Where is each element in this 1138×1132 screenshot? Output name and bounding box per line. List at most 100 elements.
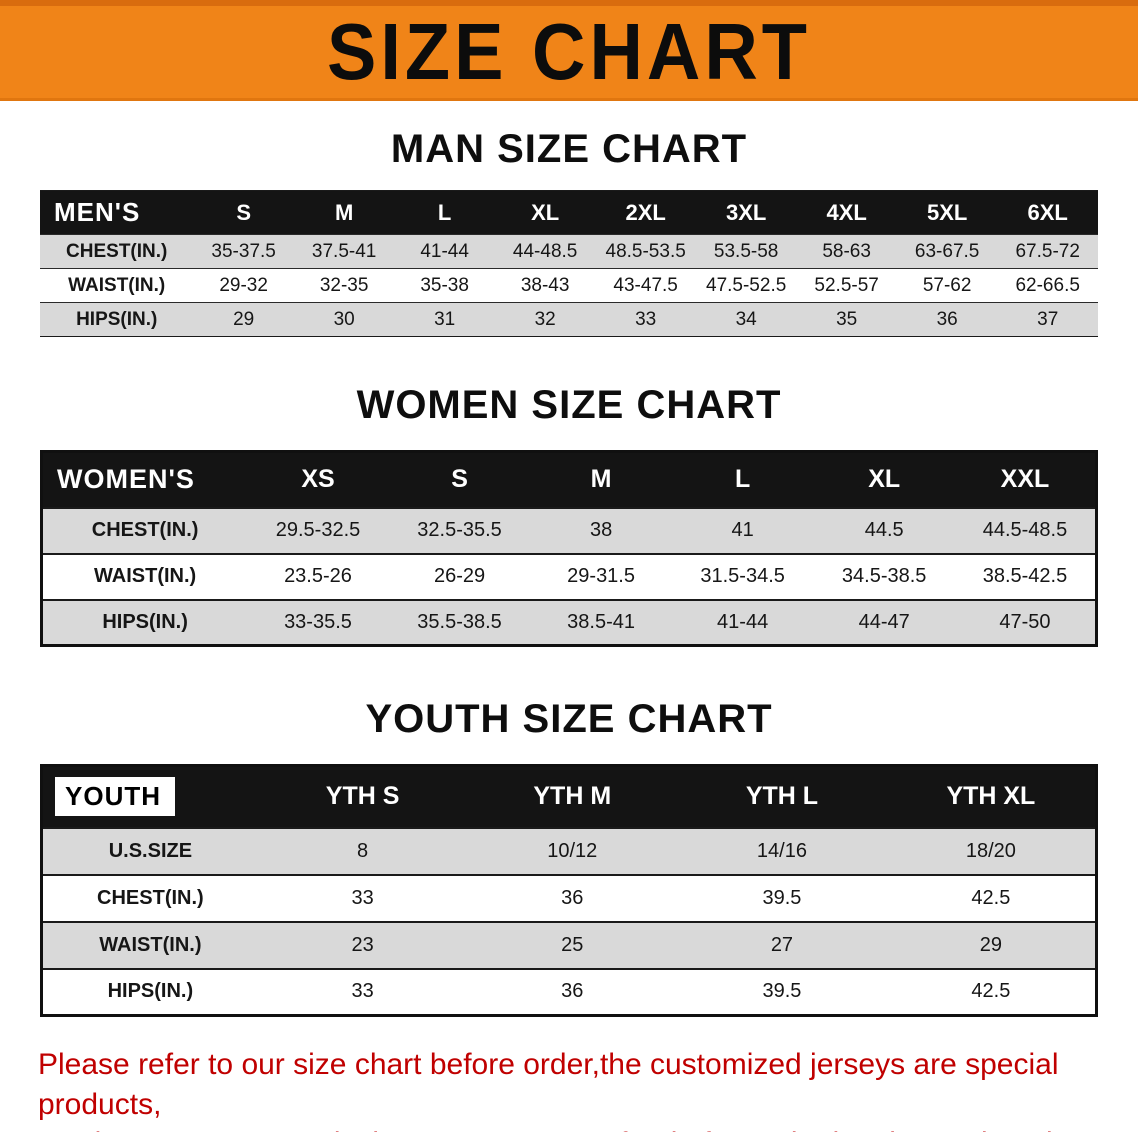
- size-value: 18/20: [886, 826, 1097, 875]
- size-value: 27: [677, 920, 887, 969]
- header-label: YTH S: [325, 782, 400, 811]
- footer-line-1: Please refer to our size chart before or…: [38, 1048, 1059, 1121]
- size-value: 35-37.5: [193, 234, 294, 269]
- header-label: 4XL: [826, 199, 867, 225]
- men-section: MAN SIZE CHART MEN'S S M L XL 2XL 3XL 4XL 5XL 6XL…: [0, 127, 1138, 337]
- size-value: 44-48.5: [494, 234, 596, 269]
- table-row: HIPS(IN.) 33-35.5 35.5-38.5 38.5-41 41-44 44-…: [41, 598, 1097, 646]
- header-label: 3XL: [725, 199, 767, 225]
- size-value: 42.5: [886, 967, 1097, 1016]
- women-size-table: WOMEN'S XS S M L XL XXL CHEST(IN.) 29.5-32.5 32.5…: [40, 450, 1098, 647]
- row-label: WAIST(IN.): [41, 920, 258, 969]
- size-column-header: 3XL: [695, 190, 797, 235]
- table-row: HIPS(IN.) 33 36 39.5 42.5: [41, 967, 1097, 1016]
- size-value: 53.5-58: [695, 234, 797, 269]
- size-column-header: XXL: [954, 451, 1097, 508]
- size-value: 32: [494, 302, 596, 337]
- size-column-header: YTH M: [467, 765, 678, 828]
- size-value: 44.5: [813, 506, 955, 554]
- row-label: U.S.SIZE: [41, 826, 258, 875]
- header-label: L: [437, 199, 452, 225]
- size-column-header: XL: [813, 451, 955, 508]
- size-value: 36: [467, 967, 678, 1016]
- size-value: 42.5: [886, 873, 1097, 922]
- size-value: 41-44: [671, 598, 814, 646]
- size-value: 8: [257, 826, 468, 875]
- row-label: CHEST(IN.): [40, 234, 194, 269]
- header-label: YTH L: [745, 782, 819, 811]
- header-label: S: [236, 199, 251, 225]
- size-value: 29: [193, 302, 294, 337]
- size-value: 32.5-35.5: [388, 506, 531, 554]
- size-value: 63-67.5: [896, 234, 998, 269]
- table-corner-label: YOUTH: [41, 765, 258, 828]
- table-corner-label: WOMEN'S: [41, 451, 248, 508]
- size-value: 57-62: [896, 268, 998, 303]
- size-value: 33: [257, 967, 468, 1016]
- header-label: M: [334, 199, 354, 225]
- size-value: 31: [394, 302, 495, 337]
- size-value: 67.5-72: [997, 234, 1098, 269]
- size-column-header: 4XL: [796, 190, 897, 235]
- size-value: 23.5-26: [247, 552, 389, 600]
- banner: SIZE CHART: [0, 0, 1138, 101]
- size-value: 34.5-38.5: [813, 552, 955, 600]
- header-label: 2XL: [625, 199, 666, 225]
- size-value: 39.5: [677, 967, 887, 1016]
- size-value: 26-29: [388, 552, 531, 600]
- size-value: 29-31.5: [530, 552, 672, 600]
- header-label: XS: [301, 465, 335, 494]
- size-value: 58-63: [796, 234, 897, 269]
- header-label: L: [734, 465, 751, 494]
- size-column-header: M: [530, 451, 672, 508]
- row-label: CHEST(IN.): [41, 873, 258, 922]
- size-value: 29-32: [193, 268, 294, 303]
- men-section-heading: MAN SIZE CHART: [390, 127, 748, 171]
- row-label: WAIST(IN.): [41, 552, 248, 600]
- header-label: YTH M: [533, 782, 612, 811]
- table-header-row: WOMEN'S XS S M L XL XXL: [41, 451, 1097, 508]
- row-label: WAIST(IN.): [40, 268, 194, 303]
- size-value: 35: [796, 302, 897, 337]
- size-value: 38.5-42.5: [954, 552, 1097, 600]
- table-row: HIPS(IN.) 29 30 31 32 33 34 35 36 37: [40, 302, 1098, 337]
- header-label: XL: [868, 465, 901, 494]
- footer-line-2: we don't accept cancel, change, teturn o…: [38, 1124, 1100, 1132]
- youth-section-heading: YOUTH SIZE CHART: [365, 697, 773, 741]
- women-section: WOMEN SIZE CHART WOMEN'S XS S M L XL XXL CHEST(…: [0, 383, 1138, 647]
- men-size-table: MEN'S S M L XL 2XL 3XL 4XL 5XL 6XL CHEST(IN.) 35-37…: [40, 190, 1098, 337]
- page-title: SIZE CHART: [327, 6, 811, 97]
- size-value: 29.5-32.5: [247, 506, 389, 554]
- size-value: 34: [695, 302, 797, 337]
- table-header-row: YOUTH YTH S YTH M YTH L YTH XL: [41, 765, 1097, 828]
- size-column-header: M: [293, 190, 395, 235]
- table-header-row: MEN'S S M L XL 2XL 3XL 4XL 5XL 6XL: [40, 190, 1098, 235]
- size-column-header: S: [388, 451, 531, 508]
- size-value: 14/16: [677, 826, 887, 875]
- size-value: 37: [997, 302, 1098, 337]
- size-column-header: L: [671, 451, 814, 508]
- size-value: 41: [671, 506, 814, 554]
- size-value: 32-35: [293, 268, 395, 303]
- header-label: M: [590, 465, 612, 494]
- size-value: 38.5-41: [530, 598, 672, 646]
- header-label: WOMEN'S: [57, 464, 195, 495]
- table-corner-label: MEN'S: [40, 190, 194, 235]
- size-value: 33-35.5: [247, 598, 389, 646]
- row-label: HIPS(IN.): [41, 967, 258, 1016]
- size-value: 38: [530, 506, 672, 554]
- table-row: U.S.SIZE 8 10/12 14/16 18/20: [41, 826, 1097, 875]
- size-value: 35.5-38.5: [388, 598, 531, 646]
- row-label: HIPS(IN.): [41, 598, 248, 646]
- size-value: 33: [595, 302, 696, 337]
- size-value: 36: [467, 873, 678, 922]
- youth-section: YOUTH SIZE CHART YOUTH YTH S YTH M YTH L YTH…: [0, 697, 1138, 1017]
- size-value: 33: [257, 873, 468, 922]
- youth-size-table: YOUTH YTH S YTH M YTH L YTH XL U.S.SIZE 8 10/12…: [40, 764, 1098, 1017]
- women-section-heading: WOMEN SIZE CHART: [356, 383, 782, 427]
- size-column-header: YTH L: [677, 765, 887, 828]
- size-column-header: 5XL: [896, 190, 998, 235]
- size-column-header: S: [193, 190, 294, 235]
- size-value: 44.5-48.5: [954, 506, 1097, 554]
